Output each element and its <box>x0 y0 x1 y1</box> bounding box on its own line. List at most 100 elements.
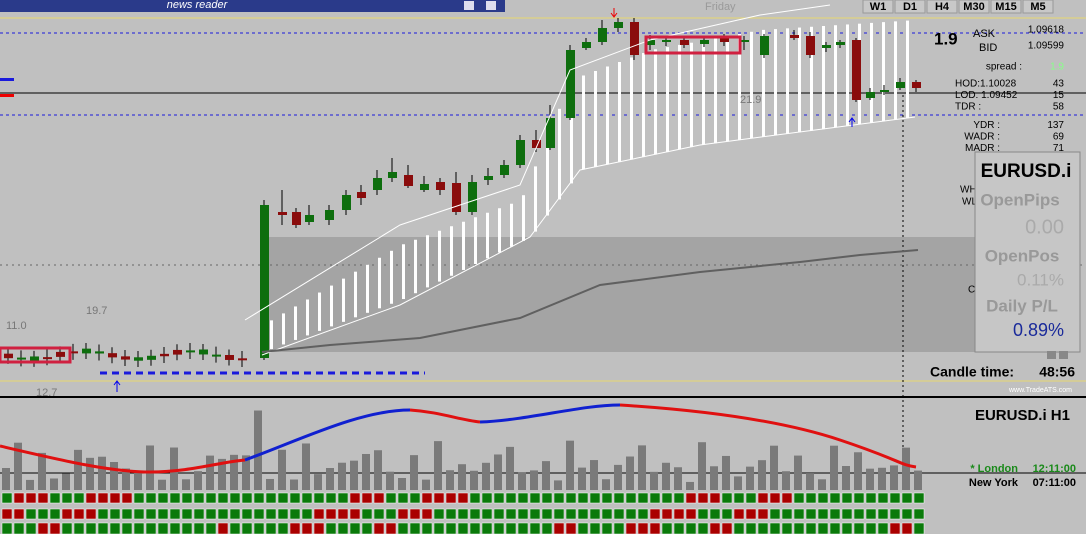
timeframe-button[interactable] <box>894 0 926 14</box>
icon[interactable] <box>486 1 496 10</box>
volume-bar <box>482 462 490 490</box>
state-cell <box>385 508 397 520</box>
state-cell <box>457 522 469 534</box>
volume-bar <box>2 468 10 490</box>
volume-bar <box>146 445 154 490</box>
timeframe-button[interactable] <box>990 0 1022 14</box>
state-cell <box>13 508 25 520</box>
state-cell <box>721 522 733 534</box>
volume-bar <box>578 467 586 490</box>
candle-body <box>17 357 26 360</box>
state-cell <box>601 508 613 520</box>
timeframe-button[interactable] <box>862 0 894 14</box>
state-cell <box>781 508 793 520</box>
range-bar <box>654 49 657 155</box>
state-cell <box>589 492 601 504</box>
state-cell <box>877 522 889 534</box>
state-cell <box>1 492 13 504</box>
button[interactable] <box>1059 351 1068 359</box>
state-cell <box>409 492 421 504</box>
range-bar <box>690 42 693 148</box>
state-cell <box>157 508 169 520</box>
state-cell <box>577 522 589 534</box>
range-bar <box>618 62 621 163</box>
range-bar <box>438 230 441 282</box>
volume-bar <box>326 468 334 490</box>
volume-bar <box>518 472 526 490</box>
state-cell <box>733 492 745 504</box>
state-cell <box>685 522 697 534</box>
daily-label: Daily P/L <box>986 296 1058 315</box>
timeframe-button[interactable] <box>1022 0 1054 14</box>
candle-body <box>199 349 208 355</box>
state-cell <box>217 492 229 504</box>
range-bar <box>270 320 273 349</box>
average-line <box>261 249 919 353</box>
state-cell <box>61 522 73 534</box>
state-cell <box>637 508 649 520</box>
state-cell <box>529 508 541 520</box>
volume-bar <box>722 455 730 490</box>
state-cell <box>385 522 397 534</box>
state-cell <box>205 492 217 504</box>
quote-label: YDR : <box>973 120 1000 131</box>
volume-bar <box>614 464 622 490</box>
watermark: www.TradeATS.com <box>1008 387 1072 394</box>
state-cell <box>325 508 337 520</box>
candle-body <box>452 183 461 212</box>
timeframe-button[interactable] <box>926 0 958 14</box>
state-cell <box>805 492 817 504</box>
range-bar <box>342 278 345 322</box>
range-bar <box>498 208 501 253</box>
button[interactable] <box>1047 351 1056 359</box>
state-cell <box>493 508 505 520</box>
range-bar <box>294 306 297 340</box>
state-cell <box>313 508 325 520</box>
state-cell <box>373 492 385 504</box>
marker <box>0 78 14 81</box>
candle-body <box>790 35 799 38</box>
timeframe-label: M30 <box>963 1 984 13</box>
signal-line <box>619 403 917 469</box>
candle-body <box>173 349 182 355</box>
state-cell <box>901 508 913 520</box>
candle-time: 48:56 <box>1039 364 1075 380</box>
volume-bar <box>290 479 298 490</box>
volume-bar <box>806 473 814 490</box>
volume-bar <box>278 449 286 490</box>
bid-value: 1.09599 <box>1028 41 1065 52</box>
volume-bar <box>14 442 22 490</box>
state-cell <box>865 508 877 520</box>
state-cell <box>361 508 373 520</box>
volume-bar <box>314 474 322 490</box>
range-bar <box>882 22 885 122</box>
volume-bar <box>602 479 610 490</box>
account-panel <box>974 151 1081 353</box>
state-cell <box>433 522 445 534</box>
candle-body <box>500 165 509 175</box>
volume-bar <box>494 454 502 490</box>
volume-bar <box>86 457 94 490</box>
timeframe-button[interactable] <box>958 0 990 14</box>
state-cell <box>805 508 817 520</box>
state-cell <box>109 508 121 520</box>
state-cell <box>25 508 37 520</box>
state-cell <box>421 522 433 534</box>
icon[interactable] <box>464 1 474 10</box>
state-cell <box>769 492 781 504</box>
candle-body <box>95 351 104 354</box>
volume-bar <box>914 470 922 490</box>
news-bar[interactable] <box>0 0 505 12</box>
volume-bar <box>686 481 694 490</box>
state-cell <box>469 522 481 534</box>
quote-label: MADR : <box>965 143 1000 154</box>
range-bar <box>714 38 717 144</box>
candle-body <box>373 178 382 190</box>
volume-bar <box>50 478 58 490</box>
volume-bar <box>626 456 634 490</box>
candle-body <box>436 182 445 190</box>
range-bar <box>534 166 537 232</box>
volume-bar <box>338 462 346 490</box>
state-cell <box>685 492 697 504</box>
candle-body <box>630 22 639 55</box>
